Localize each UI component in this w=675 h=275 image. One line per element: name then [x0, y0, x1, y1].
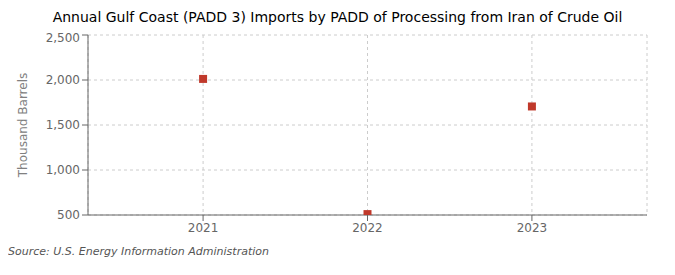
svg-text:2021: 2021: [188, 221, 219, 235]
svg-text:2023: 2023: [517, 221, 548, 235]
html-text:Annual Gulf Coast (PADD 3) Imp: Annual Gulf Coast (PADD 3) Imports by PA…: [52, 9, 623, 25]
svg-text:1,500: 1,500: [46, 118, 80, 132]
svg-text:2,000: 2,000: [46, 73, 80, 87]
svg-text:Thousand Barrels: Thousand Barrels: [16, 73, 30, 178]
html-text:Source: U.S. Energy Informatio: Source: U.S. Energy Information Administ…: [8, 245, 269, 258]
svg-text:2,500: 2,500: [46, 31, 80, 45]
svg-text:1,000: 1,000: [46, 163, 80, 177]
svg-text:2022: 2022: [352, 221, 383, 235]
svg-text:500: 500: [57, 208, 80, 222]
